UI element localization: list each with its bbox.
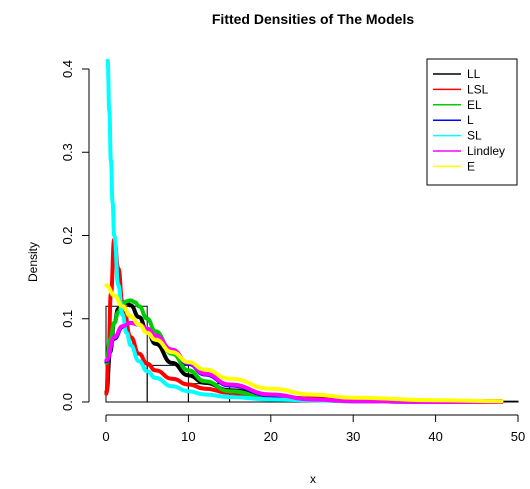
series-line-lindley: [104, 320, 504, 405]
density-curves: [104, 58, 504, 405]
x-axis-label: x: [310, 472, 316, 486]
legend-label-e: E: [467, 159, 475, 173]
x-tick-label: 40: [428, 429, 442, 444]
series-line-e: [104, 283, 504, 404]
x-tick-label: 20: [264, 429, 278, 444]
legend-label-el: EL: [467, 98, 482, 112]
y-tick-label: 0.0: [60, 393, 75, 411]
legend-label-lindley: Lindley: [467, 144, 505, 158]
series-line-l: [104, 320, 504, 405]
legend-label-ll: LL: [467, 67, 481, 81]
x-tick-label: 0: [102, 429, 109, 444]
y-tick-label: 0.3: [60, 143, 75, 161]
y-axis-label: Density: [26, 242, 40, 282]
chart-title: Fitted Densities of The Models: [212, 11, 414, 27]
y-tick-label: 0.4: [60, 60, 75, 78]
series-line-lsl: [104, 237, 504, 404]
x-tick-label: 30: [346, 429, 360, 444]
x-axis-ticks: 0 10 20 30 40 50: [102, 415, 525, 444]
legend-label-l: L: [467, 113, 474, 127]
legend-label-sl: SL: [467, 129, 482, 143]
series-line-ll: [104, 300, 504, 404]
y-axis-ticks: 0.0 0.1 0.2 0.3 0.4: [60, 60, 89, 411]
x-tick-label: 10: [181, 429, 195, 444]
axes: 0 10 20 30 40 50 0.0 0.1 0.2 0.3 0.4: [60, 60, 525, 444]
y-tick-label: 0.2: [60, 226, 75, 244]
x-tick-label: 50: [511, 429, 525, 444]
y-tick-label: 0.1: [60, 310, 75, 328]
legend-box: [426, 58, 518, 186]
legend-label-lsl: LSL: [467, 82, 489, 96]
